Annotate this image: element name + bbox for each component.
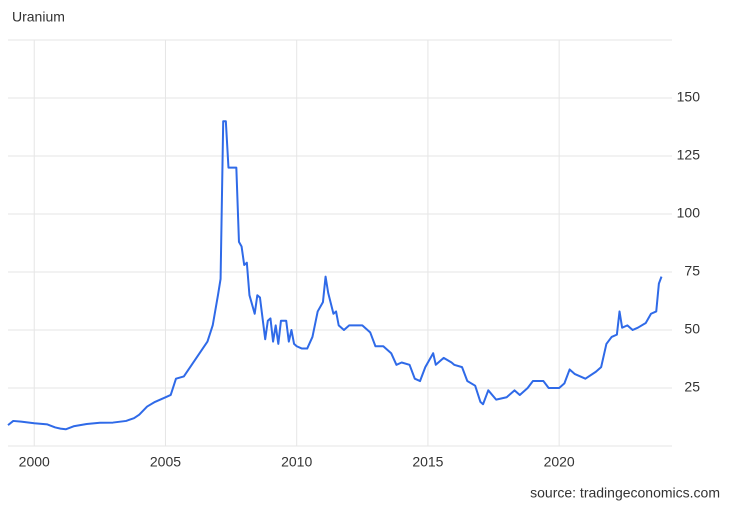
x-tick-label: 2005: [150, 454, 181, 470]
x-tick-label: 2015: [412, 454, 443, 470]
y-tick-label: 25: [684, 379, 700, 395]
y-tick-label: 100: [677, 205, 701, 221]
line: [7, 120, 663, 431]
y-tick-label: 150: [677, 89, 701, 105]
y-tick-label: 75: [684, 263, 700, 279]
x-tick-label: 2020: [544, 454, 575, 470]
x-tick-label: 2000: [19, 454, 50, 470]
source: source: tradingeconomics.com: [530, 485, 720, 501]
y-tick-label: 125: [677, 147, 701, 163]
chart-title: Uranium: [12, 9, 65, 25]
y-tick-label: 50: [684, 321, 700, 337]
x-tick-label: 2010: [281, 454, 312, 470]
